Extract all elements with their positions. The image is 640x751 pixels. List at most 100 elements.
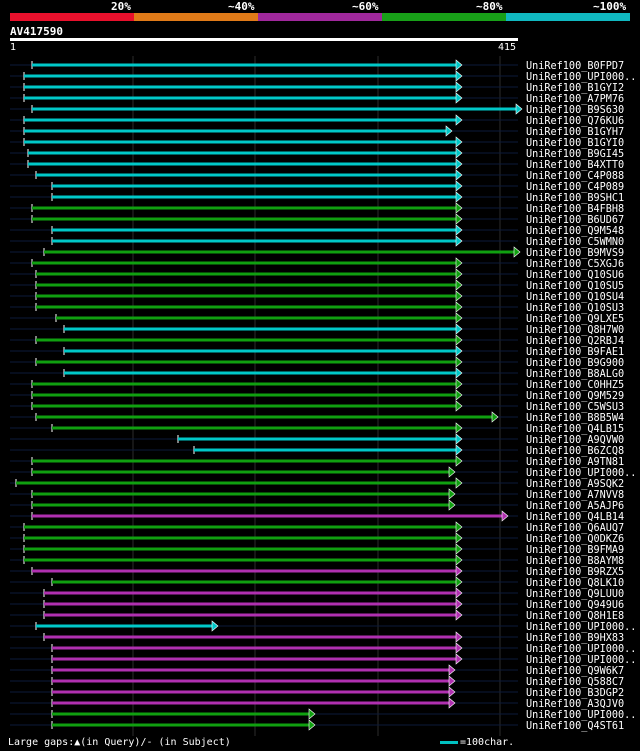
hit-label[interactable]: UniRef100_Q10SU5 — [526, 281, 624, 292]
legend-label: 20% — [111, 0, 131, 13]
hit-label[interactable]: UniRef100_B9MVS9 — [526, 248, 624, 259]
hit-label[interactable]: UniRef100_A5AJP6 — [526, 501, 624, 512]
hit-label[interactable]: UniRef100_A9QVW0 — [526, 435, 624, 446]
ruler-bar — [10, 38, 518, 41]
hit-arrow — [455, 609, 463, 621]
hit-label[interactable]: UniRef100_B9HX83 — [526, 633, 624, 644]
hit-label[interactable]: UniRef100_C5XGJ6 — [526, 259, 624, 270]
hit-arrow — [455, 279, 463, 291]
hit-label[interactable]: UniRef100_B6ZCQ8 — [526, 446, 624, 457]
hit-label[interactable]: UniRef100_B0FPD7 — [526, 61, 624, 72]
scale-legend: =100char. — [440, 737, 514, 748]
hit-arrow — [455, 422, 463, 434]
hit-label[interactable]: UniRef100_B3DGP2 — [526, 688, 624, 699]
hit-arrow — [455, 356, 463, 368]
hit-arrow — [455, 158, 463, 170]
hit-label[interactable]: UniRef100_B4FBH8 — [526, 204, 624, 215]
hit-arrow — [455, 224, 463, 236]
hit-arrow — [455, 455, 463, 467]
hit-label[interactable]: UniRef100_UPI000.. — [526, 72, 636, 83]
ruler-start: 1 — [10, 42, 17, 53]
hit-label[interactable]: UniRef100_UPI000.. — [526, 710, 636, 721]
hit-label[interactable]: UniRef100_UPI000.. — [526, 468, 636, 479]
hit-arrow — [448, 664, 456, 676]
hit-label[interactable]: UniRef100_A9SQK2 — [526, 479, 624, 490]
hit-arrow — [455, 642, 463, 654]
hit-arrow — [455, 631, 463, 643]
hit-label[interactable]: UniRef100_Q10SU6 — [526, 270, 624, 281]
hit-arrow — [455, 268, 463, 280]
hit-arrow — [455, 367, 463, 379]
hit-label[interactable]: UniRef100_B6UD67 — [526, 215, 624, 226]
hit-label[interactable]: UniRef100_A7PM76 — [526, 94, 624, 105]
hit-arrow — [308, 708, 316, 720]
hit-label[interactable]: UniRef100_C4P088 — [526, 171, 624, 182]
hit-label[interactable]: UniRef100_C4P089 — [526, 182, 624, 193]
hit-label[interactable]: UniRef100_B9FAE1 — [526, 347, 624, 358]
hit-label[interactable]: UniRef100_C5WSU3 — [526, 402, 624, 413]
hit-arrow — [455, 444, 463, 456]
hit-arrow — [455, 378, 463, 390]
hit-label[interactable]: UniRef100_UPI000.. — [526, 644, 636, 655]
hit-label[interactable]: UniRef100_B1GYI0 — [526, 138, 624, 149]
hit-label[interactable]: UniRef100_Q76KU6 — [526, 116, 624, 127]
hit-arrow — [308, 719, 316, 731]
hit-arrow — [455, 400, 463, 412]
hit-arrow — [455, 477, 463, 489]
hit-label[interactable]: UniRef100_Q8LK10 — [526, 578, 624, 589]
hit-arrow — [448, 488, 456, 500]
hit-arrow — [455, 59, 463, 71]
hit-label[interactable]: UniRef100_Q0DKZ6 — [526, 534, 624, 545]
hit-arrow — [455, 389, 463, 401]
hit-label[interactable]: UniRef100_Q9LUU0 — [526, 589, 624, 600]
hit-label[interactable]: UniRef100_Q4LB15 — [526, 424, 624, 435]
hit-label[interactable]: UniRef100_Q4LB14 — [526, 512, 624, 523]
hit-arrow — [455, 554, 463, 566]
hit-label[interactable]: UniRef100_C0HHZ5 — [526, 380, 624, 391]
hit-label[interactable]: UniRef100_B9G900 — [526, 358, 624, 369]
hit-label[interactable]: UniRef100_Q4ST61 — [526, 721, 624, 732]
hit-label[interactable]: UniRef100_B8B5W4 — [526, 413, 624, 424]
hit-label[interactable]: UniRef100_Q10SU3 — [526, 303, 624, 314]
legend-label: ~40% — [228, 0, 255, 13]
hit-label[interactable]: UniRef100_B9S630 — [526, 105, 624, 116]
hit-arrow — [448, 697, 456, 709]
hit-label[interactable]: UniRef100_Q588C7 — [526, 677, 624, 688]
hit-label[interactable]: UniRef100_C5WMN0 — [526, 237, 624, 248]
hit-label[interactable]: UniRef100_B8AYM8 — [526, 556, 624, 567]
hit-arrow — [455, 587, 463, 599]
hit-label[interactable]: UniRef100_UPI000.. — [526, 655, 636, 666]
hit-label[interactable]: UniRef100_Q10SU4 — [526, 292, 624, 303]
hit-arrow — [455, 70, 463, 82]
hit-label[interactable]: UniRef100_B9GI45 — [526, 149, 624, 160]
hit-label[interactable]: UniRef100_Q9M548 — [526, 226, 624, 237]
hit-arrow — [455, 191, 463, 203]
hit-label[interactable]: UniRef100_Q9LXE5 — [526, 314, 624, 325]
hit-label[interactable]: UniRef100_B1GYI2 — [526, 83, 624, 94]
hit-arrow — [455, 202, 463, 214]
hit-arrow — [455, 257, 463, 269]
hit-label[interactable]: UniRef100_A3QJV0 — [526, 699, 624, 710]
hit-arrow — [455, 433, 463, 445]
hit-label[interactable]: UniRef100_UPI000.. — [526, 622, 636, 633]
hit-label[interactable]: UniRef100_Q8H7W0 — [526, 325, 624, 336]
hit-label[interactable]: UniRef100_Q2RBJ4 — [526, 336, 624, 347]
hit-label[interactable]: UniRef100_A9TN81 — [526, 457, 624, 468]
legend-segment — [382, 13, 506, 21]
hit-label[interactable]: UniRef100_A7NVV8 — [526, 490, 624, 501]
hit-label[interactable]: UniRef100_B9RZX5 — [526, 567, 624, 578]
hit-arrow — [455, 521, 463, 533]
hit-arrow — [455, 543, 463, 555]
hit-label[interactable]: UniRef100_B8ALG0 — [526, 369, 624, 380]
hit-label[interactable]: UniRef100_Q949U6 — [526, 600, 624, 611]
hit-label[interactable]: UniRef100_B4XTT0 — [526, 160, 624, 171]
hit-label[interactable]: UniRef100_Q8H1E8 — [526, 611, 624, 622]
hit-label[interactable]: UniRef100_Q9W6K7 — [526, 666, 624, 677]
hit-label[interactable]: UniRef100_Q6AUQ7 — [526, 523, 624, 534]
hit-label[interactable]: UniRef100_B9SHC1 — [526, 193, 624, 204]
hit-label[interactable]: UniRef100_B1GYH7 — [526, 127, 624, 138]
hit-label[interactable]: UniRef100_Q9M529 — [526, 391, 624, 402]
hit-arrow — [455, 323, 463, 335]
identity-legend: 20% ~40% ~60% ~80% ~100% — [10, 0, 630, 22]
hit-label[interactable]: UniRef100_B9FMA9 — [526, 545, 624, 556]
